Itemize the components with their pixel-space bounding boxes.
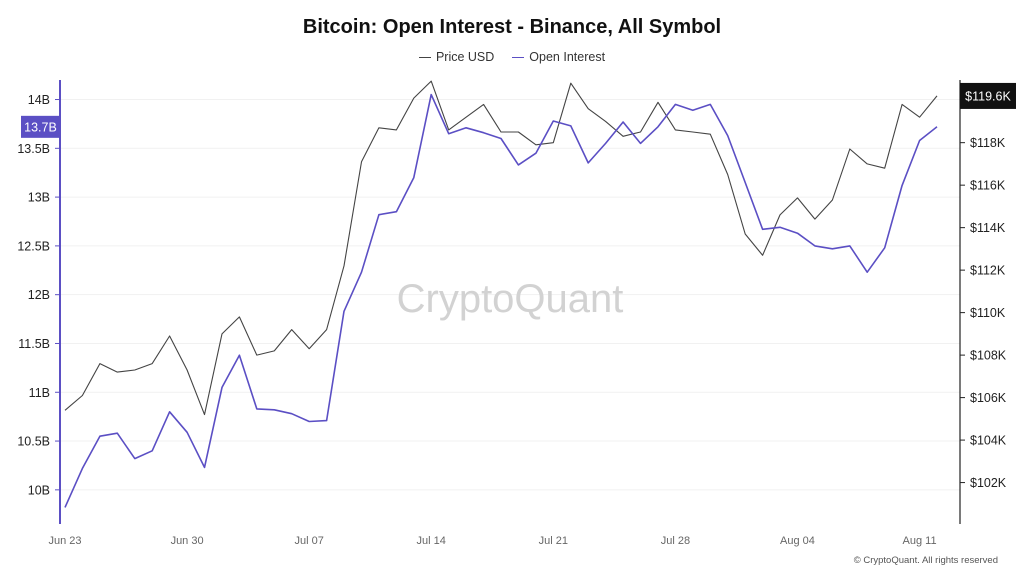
x-tick-label: Jul 07	[294, 535, 323, 547]
watermark: CryptoQuant	[397, 277, 624, 321]
right-tick-label: $108K	[970, 349, 1007, 363]
copyright-text: © CryptoQuant. All rights reserved	[854, 555, 998, 566]
left-tick-label: 10.5B	[17, 435, 50, 449]
left-tick-label: 13B	[28, 191, 50, 205]
left-tick-label: 12B	[28, 288, 50, 302]
left-tick-label: 13.5B	[17, 142, 50, 156]
legend-item-price[interactable]: Price USD	[418, 50, 495, 64]
series-line-price-usd	[64, 80, 938, 416]
legend-label-price: Price USD	[435, 50, 495, 64]
series-line-open-interest	[64, 93, 938, 508]
current-value-badge-open-interest	[21, 115, 60, 138]
right-tick-label: $116K	[970, 179, 1006, 193]
x-tick-label: Aug 04	[780, 535, 815, 547]
right-tick-label: $118K	[970, 136, 1006, 150]
legend-swatch-open-interest	[512, 56, 525, 58]
right-tick-label: $102K	[970, 476, 1007, 490]
current-value-label-price: $119.6K	[965, 89, 1011, 103]
x-tick-label: Aug 11	[903, 535, 937, 547]
right-tick-label: $104K	[970, 434, 1007, 448]
right-tick-label: $110K	[970, 306, 1006, 320]
current-value-label-open-interest: 13.7B	[24, 120, 57, 134]
right-tick-label: $112K	[970, 264, 1006, 278]
left-tick-label: 10B	[28, 483, 50, 497]
x-tick-label: Jun 30	[171, 535, 204, 547]
left-tick-label: 12.5B	[17, 239, 50, 253]
chart-legend: Price USD Open Interest	[0, 50, 1024, 64]
legend-item-open-interest[interactable]: Open Interest	[512, 50, 605, 64]
left-tick-label: 11B	[29, 386, 50, 400]
x-tick-label: Jul 28	[661, 535, 690, 547]
right-tick-label: $114K	[970, 221, 1006, 235]
legend-label-open-interest: Open Interest	[529, 50, 606, 64]
current-value-badge-price	[960, 82, 1016, 109]
x-tick-label: Jun 23	[48, 535, 81, 547]
chart-title: Bitcoin: Open Interest - Binance, All Sy…	[302, 16, 722, 38]
left-tick-label: 14B	[28, 93, 50, 107]
x-tick-label: Jul 21	[539, 535, 568, 547]
right-tick-label: $106K	[970, 391, 1007, 405]
x-tick-label: Jul 14	[417, 535, 446, 547]
legend-swatch-price	[418, 56, 431, 58]
left-tick-label: 11.5B	[18, 337, 50, 351]
